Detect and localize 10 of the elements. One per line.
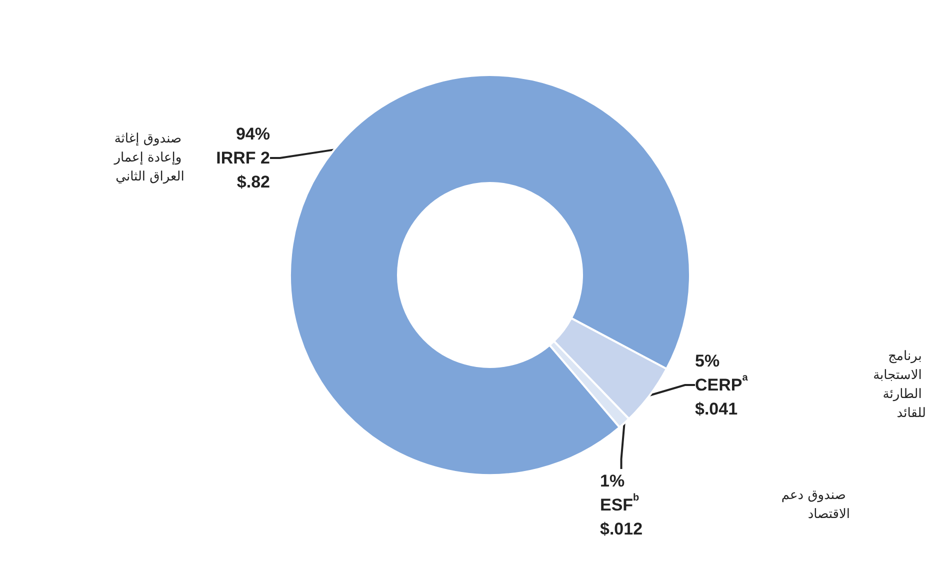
text: $.041 <box>695 400 738 418</box>
text: صندوق إغاثة وإعادة إعمار العراق الثاني <box>113 132 186 184</box>
text: $.82 <box>236 172 270 192</box>
text: برنامج الاستجابة الطارئة للقائد <box>873 349 926 421</box>
data-label: 1% <box>600 472 625 490</box>
data-label: 94% <box>236 124 270 144</box>
data-label: 5% <box>695 352 720 370</box>
text: $.012 <box>600 520 643 538</box>
slice-label: IRRF 2 <box>216 148 270 168</box>
text: صندوق دعم الاقتصاد <box>781 488 850 522</box>
